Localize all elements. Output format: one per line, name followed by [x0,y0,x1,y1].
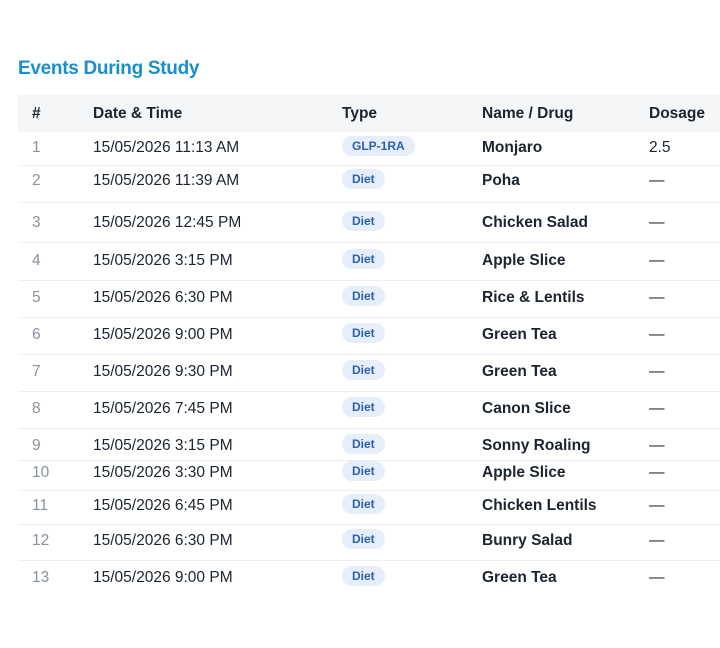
type: Diet [342,286,385,306]
type: Diet [342,434,385,454]
type: Diet [342,169,385,189]
date-time: 15/05/2026 9:00 PM [93,326,233,343]
name: Green Tea [482,363,557,380]
type: Diet [342,211,385,231]
dosage: — [649,172,665,189]
date-time: 15/05/2026 3:30 PM [93,464,233,481]
index: 13 [32,569,50,586]
dosage: — [649,214,665,231]
index: 6 [32,326,41,343]
row-divider [18,354,720,355]
date-time: 15/05/2026 7:45 PM [93,400,233,417]
date-time: 15/05/2026 9:00 PM [93,569,233,586]
type: Diet [342,461,385,481]
type: Diet [342,529,385,549]
row-divider [18,524,720,525]
date-time: 15/05/2026 3:15 PM [93,252,233,269]
column-header: Type [342,105,378,122]
column-header: Dosage [649,105,705,122]
dosage: — [649,400,665,417]
name: Bunry Salad [482,532,573,549]
row-divider [18,165,720,166]
type: Diet [342,323,385,343]
dosage: — [649,497,665,514]
name: Apple Slice [482,464,566,481]
index: 3 [32,214,41,231]
dosage: — [649,252,665,269]
date-time: 15/05/2026 12:45 PM [93,214,242,231]
type: Diet [342,397,385,417]
row-divider [18,560,720,561]
dosage: — [649,464,665,481]
date-time: 15/05/2026 9:30 PM [93,363,233,380]
row-divider [18,428,720,429]
name: Chicken Salad [482,214,588,231]
type: Diet [342,360,385,380]
date-time: 15/05/2026 6:30 PM [93,289,233,306]
dosage: — [649,326,665,343]
dosage: — [649,289,665,306]
column-header: Date & Time [93,105,183,122]
index: 11 [32,497,49,514]
name: Green Tea [482,326,557,343]
name: Canon Slice [482,400,571,417]
dosage: — [649,532,665,549]
name: Chicken Lentils [482,497,597,514]
section-title: Events During Study [18,58,200,79]
index: 8 [32,400,41,417]
index: 4 [32,252,41,269]
index: 1 [32,139,41,156]
name: Green Tea [482,569,557,586]
index: 9 [32,437,41,454]
row-divider [18,242,720,243]
row-divider [18,460,720,461]
dosage: — [649,569,665,586]
name: Sonny Roaling [482,437,591,454]
row-divider [18,202,720,203]
column-header: # [32,105,41,122]
name: Apple Slice [482,252,566,269]
date-time: 15/05/2026 6:45 PM [93,497,233,514]
index: 12 [32,532,50,549]
name: Monjaro [482,139,543,156]
dosage: — [649,363,665,380]
dosage: 2.5 [649,139,671,156]
type: Diet [342,566,385,586]
row-divider [18,280,720,281]
name: Rice & Lentils [482,289,585,306]
row-divider [18,490,720,491]
type: GLP-1RA [342,136,415,156]
date-time: 15/05/2026 3:15 PM [93,437,233,454]
row-divider [18,391,720,392]
date-time: 15/05/2026 11:13 AM [93,139,240,156]
column-header: Name / Drug [482,105,574,122]
name: Poha [482,172,520,189]
type: Diet [342,249,385,269]
index: 2 [32,172,41,189]
index: 10 [32,464,50,481]
date-time: 15/05/2026 11:39 AM [93,172,240,189]
date-time: 15/05/2026 6:30 PM [93,532,233,549]
dosage: — [649,437,665,454]
index: 7 [32,363,41,380]
row-divider [18,317,720,318]
index: 5 [32,289,41,306]
table-header [18,95,720,132]
type: Diet [342,494,385,514]
